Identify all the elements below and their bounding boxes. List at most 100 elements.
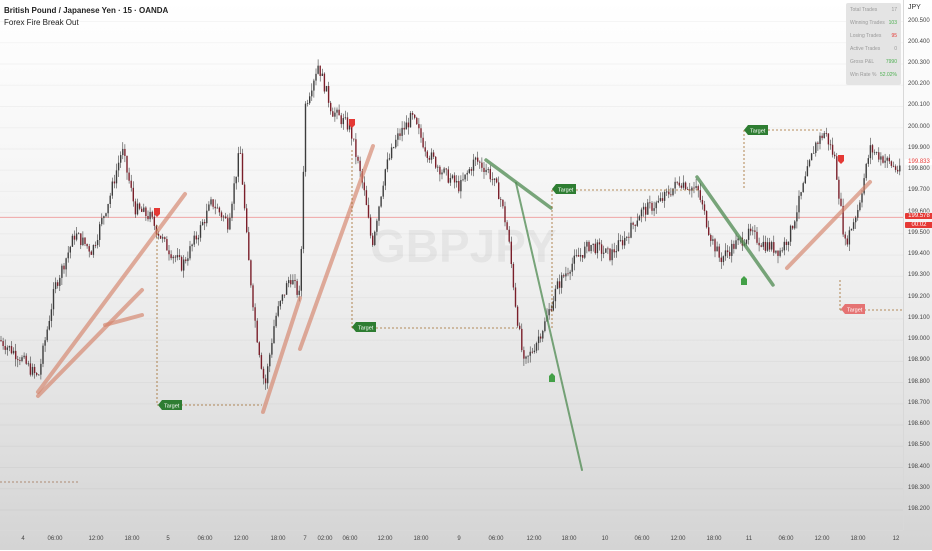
- candle-body: [151, 211, 153, 217]
- candle-body: [10, 346, 13, 354]
- chart-plot-area[interactable]: GBPJPY Target Target Target Target Target: [0, 0, 903, 530]
- candle-body: [785, 241, 788, 245]
- breakout-trendline[interactable]: [36, 192, 187, 394]
- candle-body: [212, 199, 214, 207]
- breakdown-trendline[interactable]: [515, 182, 583, 471]
- candle-body: [201, 222, 204, 226]
- candle-body: [132, 187, 134, 202]
- candle-body: [764, 241, 767, 251]
- candle-body: [615, 251, 617, 253]
- stop-marker-icon[interactable]: [838, 155, 844, 164]
- target-badge[interactable]: Target: [158, 400, 182, 410]
- time-tick-label: 10: [601, 536, 609, 542]
- candle-body: [481, 162, 483, 168]
- candle-body: [460, 180, 462, 192]
- candle-body: [682, 182, 685, 188]
- candle-body: [435, 156, 437, 168]
- candle-body: [405, 122, 407, 130]
- candle-body: [82, 237, 84, 246]
- candle-body: [825, 133, 827, 134]
- target-badge[interactable]: Target: [841, 304, 865, 314]
- stats-row-winning-trades: Winning Trades 103: [846, 18, 901, 29]
- candle-body: [871, 145, 874, 153]
- candle-body: [183, 259, 185, 271]
- breakdown-trendline[interactable]: [484, 158, 553, 210]
- candle-body: [722, 256, 725, 263]
- candle-body: [397, 133, 399, 140]
- candle-body: [592, 243, 594, 245]
- candle-body: [544, 321, 546, 331]
- indicator-name[interactable]: Forex Fire Break Out: [4, 18, 79, 27]
- entry-marker-icon[interactable]: [741, 276, 747, 285]
- candle-body: [762, 241, 764, 247]
- breakout-trendline[interactable]: [261, 296, 302, 414]
- candle-body: [92, 245, 95, 255]
- candle-body: [393, 147, 395, 149]
- candle-body: [693, 187, 695, 189]
- target-badge[interactable]: Target: [352, 322, 376, 332]
- candle-body: [613, 249, 615, 253]
- candle-body: [838, 179, 840, 199]
- candle-body: [712, 239, 714, 241]
- candle-body: [817, 142, 819, 144]
- target-badge[interactable]: Target: [744, 125, 768, 135]
- candle-body: [170, 254, 172, 259]
- candle-body: [882, 156, 884, 163]
- price-axis[interactable]: 200.500 200.400 200.300 200.200 200.100 200.0…: [903, 0, 932, 530]
- stop-marker-icon[interactable]: [154, 208, 160, 217]
- time-axis[interactable]: 4 06:00 12:00 18:00 5 06:00 12:00 18:00 7 02:00 06…: [0, 530, 903, 551]
- breakout-trendline[interactable]: [103, 313, 144, 327]
- time-tick-label: 18:00: [124, 536, 140, 542]
- candle-body: [695, 186, 697, 188]
- candle-body: [334, 112, 336, 117]
- candle-body: [283, 294, 286, 296]
- time-tick-label: 12:00: [526, 536, 542, 542]
- price-tick-label: 199.200: [908, 293, 930, 300]
- time-tick-label: 06:00: [342, 536, 358, 542]
- breakout-trendline[interactable]: [36, 288, 144, 398]
- candle-body: [38, 374, 40, 376]
- candle-body: [831, 144, 834, 155]
- candle-body: [540, 336, 542, 339]
- time-tick-label: 12:00: [233, 536, 249, 542]
- price-tick-label: 198.300: [908, 484, 930, 491]
- candle-body: [78, 233, 80, 235]
- breakdown-trendline[interactable]: [695, 175, 775, 287]
- candle-body: [380, 196, 382, 207]
- candle-body: [666, 191, 668, 193]
- time-tick-label: 06:00: [47, 536, 63, 542]
- candle-body: [189, 246, 191, 259]
- candle-body: [842, 205, 844, 235]
- candle-body: [128, 172, 130, 181]
- candle-body: [130, 180, 132, 188]
- candle-body: [235, 176, 237, 184]
- candle-body: [65, 258, 67, 270]
- target-badge[interactable]: Target: [552, 184, 576, 194]
- candle-body: [718, 246, 720, 258]
- candle-body: [105, 213, 107, 217]
- candle-body: [708, 227, 710, 236]
- candle-body: [80, 233, 82, 246]
- stop-marker-icon[interactable]: [349, 119, 355, 128]
- candle-body: [792, 225, 794, 229]
- candle-body: [802, 183, 804, 193]
- candle-body: [899, 165, 901, 172]
- candle-body: [859, 202, 861, 211]
- price-tick-label: 200.100: [908, 102, 930, 109]
- candle-body: [399, 133, 401, 136]
- entry-marker-icon[interactable]: [549, 373, 555, 382]
- breakout-trendline[interactable]: [785, 180, 872, 270]
- candle-body: [294, 279, 296, 282]
- time-tick-label: 12: [892, 536, 900, 542]
- candle-body: [12, 350, 15, 354]
- candle-body: [273, 326, 275, 344]
- breakout-trendline[interactable]: [298, 144, 375, 351]
- candle-body: [136, 203, 139, 215]
- candle-body: [428, 157, 431, 160]
- target-badge-bg: [158, 400, 182, 410]
- candle-body: [852, 222, 855, 229]
- stats-panel: Total Trades 17 Winning Trades 103 Losin…: [846, 3, 901, 85]
- candle-body: [638, 216, 641, 221]
- candle-body: [336, 109, 338, 113]
- candle-body: [317, 65, 319, 74]
